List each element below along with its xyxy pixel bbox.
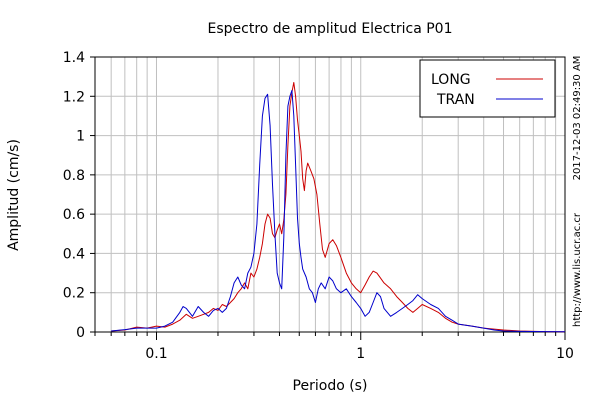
chart-title: Espectro de amplitud Electrica P01 xyxy=(208,21,453,37)
legend-box xyxy=(419,59,556,118)
y-axis-label: Amplitud (cm/s) xyxy=(6,139,22,251)
x-tick-label: 0.1 xyxy=(145,346,167,362)
y-tick-label: 0.6 xyxy=(63,207,85,223)
y-tick-label: 1 xyxy=(76,129,85,145)
plot-frame xyxy=(94,56,566,333)
y-tick-label: 0.4 xyxy=(63,246,85,262)
series-layer xyxy=(111,82,566,333)
y-tick-label: 0.8 xyxy=(63,168,85,184)
x-tick-label: 1 xyxy=(356,346,365,362)
x-tick-label: 10 xyxy=(556,346,574,362)
axis-ticks: 0 0.2 0.4 0.6 0.8 1 1.2 1.4 0.1 1 10 xyxy=(63,50,574,362)
legend-label-tran: TRAN xyxy=(436,92,475,108)
x-axis-label: Periodo (s) xyxy=(293,378,368,394)
source-url-label: http://www.lis.ucr.ac.cr xyxy=(572,212,583,327)
y-tick-label: 0 xyxy=(76,325,85,341)
legend: LONG TRAN xyxy=(419,59,556,118)
series-line-long xyxy=(111,82,566,333)
legend-label-long: LONG xyxy=(431,72,471,88)
y-tick-label: 0.2 xyxy=(63,286,85,302)
timestamp-label: 2017-12-03 02:49:30 AM xyxy=(572,56,583,181)
y-tick-label: 1.2 xyxy=(63,89,85,105)
y-tick-label: 1.4 xyxy=(63,50,85,66)
series-line-tran xyxy=(111,89,566,333)
